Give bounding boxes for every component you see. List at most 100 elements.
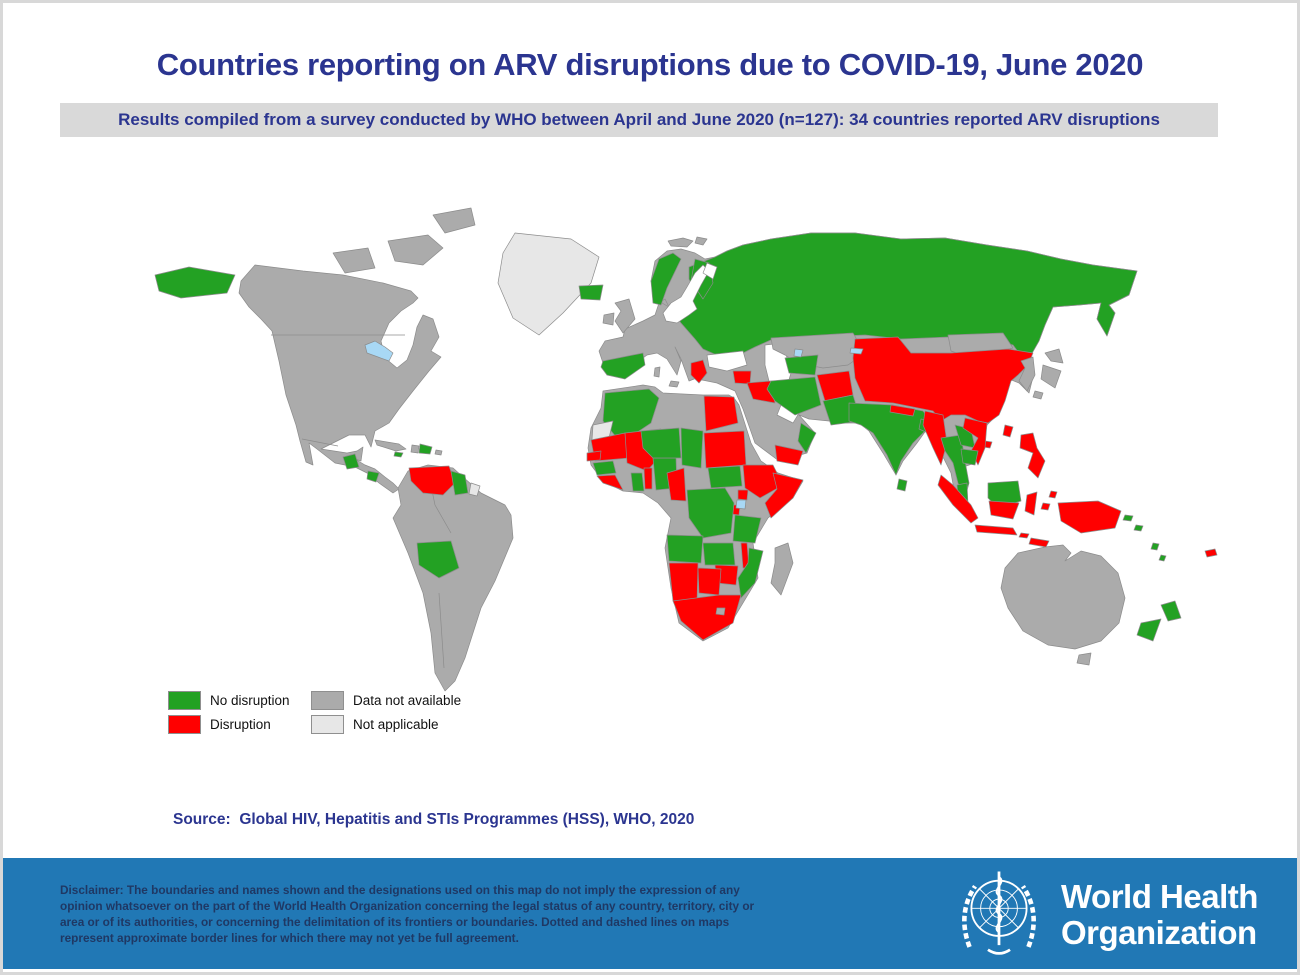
arctic-islands [332, 247, 376, 274]
country-new-zealand [1160, 600, 1182, 622]
country-mozambique [737, 547, 764, 599]
country-cameroon [666, 467, 687, 502]
country-norway [650, 252, 682, 306]
country-namibia [668, 562, 699, 604]
islands-svalbard [694, 236, 708, 246]
legend-swatch-no-data [311, 691, 344, 710]
country-solomon-islands [1122, 514, 1134, 522]
country-russia [674, 232, 1138, 362]
country-greece [690, 359, 708, 384]
legend-item-no-data: Data not available [311, 691, 461, 710]
legend-label: Disruption [210, 717, 271, 732]
country-dr-congo [686, 487, 735, 539]
legend-label: Data not available [353, 693, 462, 708]
country-ireland [602, 312, 615, 326]
country-korea [1018, 356, 1036, 392]
sea-white-sea [702, 262, 718, 280]
lake-aral [793, 348, 804, 358]
footer-band: Disclaimer: The boundaries and names sho… [3, 858, 1297, 969]
subtitle-banner: Results compiled from a survey conducted… [60, 103, 1218, 137]
country-madagascar [770, 542, 794, 596]
legend-label: No disruption [210, 693, 290, 708]
who-wordmark-line2: Organization [1061, 913, 1257, 951]
island-sardinia [653, 366, 661, 378]
country-australia-tasmania [1076, 652, 1092, 666]
country-vanuatu [1158, 554, 1167, 562]
legend-label: Not applicable [353, 717, 439, 732]
country-guinea [592, 460, 617, 476]
subtitle-text: Results compiled from a survey conducted… [118, 110, 1160, 129]
islands-svalbard [667, 237, 694, 248]
who-wordmark-line1: World Health [1061, 877, 1258, 915]
country-japan [1040, 364, 1062, 389]
country-syria [732, 370, 752, 385]
country-spain-portugal [600, 352, 646, 380]
border-us-mexico [301, 438, 339, 447]
country-uganda [737, 489, 749, 501]
country-indonesia-maluku [1048, 490, 1058, 499]
region-south-america [392, 464, 514, 692]
country-costa-rica [366, 470, 380, 483]
country-puerto-rico [434, 449, 443, 456]
country-fiji [1204, 548, 1218, 558]
world-map [3, 153, 1297, 693]
country-south-sudan [707, 465, 743, 489]
country-chad [680, 427, 704, 469]
country-indonesia-sulawesi [1024, 491, 1038, 516]
country-sri-lanka [896, 478, 908, 492]
country-sudan [703, 430, 747, 469]
country-botswana [697, 567, 722, 596]
legend-swatch-disruption [168, 715, 201, 734]
country-bolivia [416, 540, 460, 579]
country-egypt [703, 395, 739, 432]
country-indonesia-kalimantan [988, 500, 1020, 520]
lake-balkhash [849, 347, 864, 355]
country-guyana [450, 470, 469, 496]
arctic-islands [432, 207, 476, 234]
page-title: Countries reporting on ARV disruptions d… [156, 47, 1144, 82]
country-algeria [602, 388, 660, 444]
country-cambodia [960, 448, 979, 466]
country-lesotho [715, 607, 726, 616]
country-haiti [410, 444, 420, 454]
country-turkmenistan [784, 354, 819, 376]
country-australia [1000, 544, 1126, 650]
country-timor-leste [1028, 537, 1050, 548]
world-choropleth-svg [154, 207, 1218, 692]
legend-item-not-applicable: Not applicable [311, 715, 439, 734]
country-dominican-republic [418, 443, 433, 455]
country-somalia [764, 472, 804, 519]
country-jamaica [393, 451, 404, 458]
country-iceland [578, 284, 604, 301]
sea-baltic [662, 264, 710, 324]
legend-swatch-no-disruption [168, 691, 201, 710]
source-line: Source: Global HIV, Hepatitis and STIs P… [173, 811, 695, 828]
lake-victoria [735, 499, 747, 510]
country-angola [666, 534, 704, 564]
country-tanzania [732, 514, 762, 544]
country-venezuela [408, 465, 456, 496]
country-yemen [774, 444, 804, 466]
lake-great-lakes [364, 340, 394, 362]
country-japan [1032, 390, 1044, 400]
country-iran [766, 376, 822, 416]
country-united-kingdom [614, 298, 636, 334]
who-logo: World Health Organization [953, 866, 1258, 963]
country-guatemala [342, 453, 360, 470]
country-indonesia-maluku [1040, 502, 1051, 511]
sea-black-sea [706, 350, 748, 372]
country-indonesia-sumatra [937, 474, 979, 524]
country-indonesia-bali [1018, 532, 1030, 539]
country-senegal [586, 450, 602, 462]
country-cuba [374, 439, 407, 452]
legend-swatch-not-applicable [311, 715, 344, 734]
country-solomon-islands [1133, 524, 1144, 532]
country-russia-chukotka [154, 266, 236, 299]
who-emblem-icon [953, 866, 1045, 963]
country-indonesia-java [974, 524, 1018, 536]
who-wordmark: World Health Organization [1061, 877, 1258, 951]
country-papua-new-guinea [1057, 500, 1122, 534]
country-oman [797, 422, 817, 454]
legend-item-disruption: Disruption [168, 715, 271, 734]
